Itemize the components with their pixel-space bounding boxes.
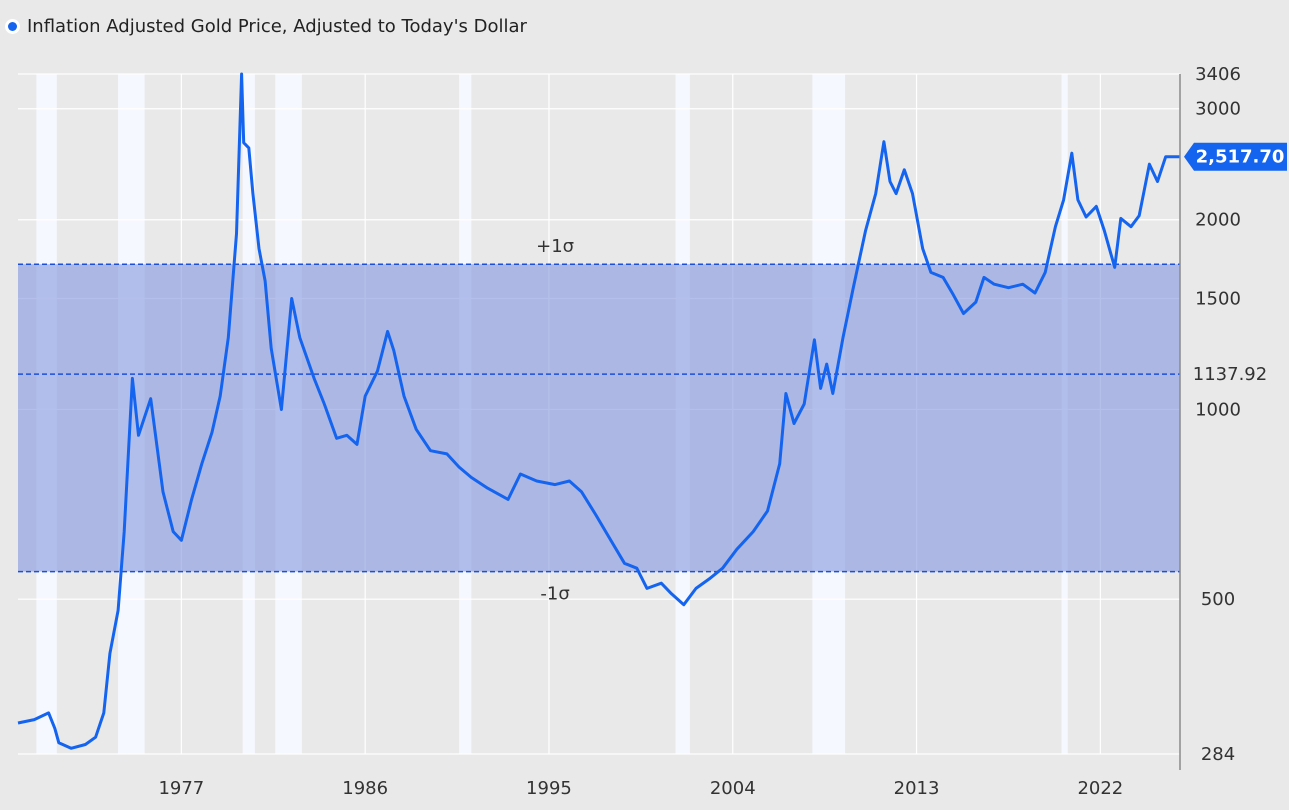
legend[interactable]: Inflation Adjusted Gold Price, Adjusted … [8,16,527,37]
lower-sigma-label: -1σ [540,584,569,605]
x-tick-label: 1977 [158,778,204,799]
y-axis-ticks: 284 500 1000 1500 2000 3000 3406 [1195,64,1241,765]
mean-value-label: 1137.92 [1193,364,1267,385]
x-tick-label: 2022 [1077,778,1123,799]
y-tick-label: 500 [1201,589,1235,610]
y-tick-label: 2000 [1195,210,1241,231]
last-price-tag[interactable]: 2,517.70 [1184,142,1287,171]
y-tick-label: 3000 [1195,99,1241,120]
y-tick-label: 1500 [1195,288,1241,309]
sigma-lines [18,263,1180,573]
legend-label: Inflation Adjusted Gold Price, Adjusted … [27,16,527,37]
x-tick-label: 2013 [894,778,940,799]
x-tick-label: 2004 [710,778,756,799]
x-tick-label: 1995 [526,778,572,799]
upper-sigma-label: +1σ [536,236,574,257]
last-price-value: 2,517.70 [1196,147,1285,168]
x-axis-ticks: 1977 1986 1995 2004 2013 2022 [158,778,1123,799]
y-tick-label: 3406 [1195,64,1241,85]
x-tick-label: 1986 [342,778,388,799]
legend-marker-icon [8,22,17,31]
y-tick-label: 284 [1201,744,1235,765]
y-tick-label: 1000 [1195,399,1241,420]
sigma-band [18,264,1180,572]
series-line[interactable] [17,72,1180,750]
last-price-tag-shape [1184,142,1287,171]
